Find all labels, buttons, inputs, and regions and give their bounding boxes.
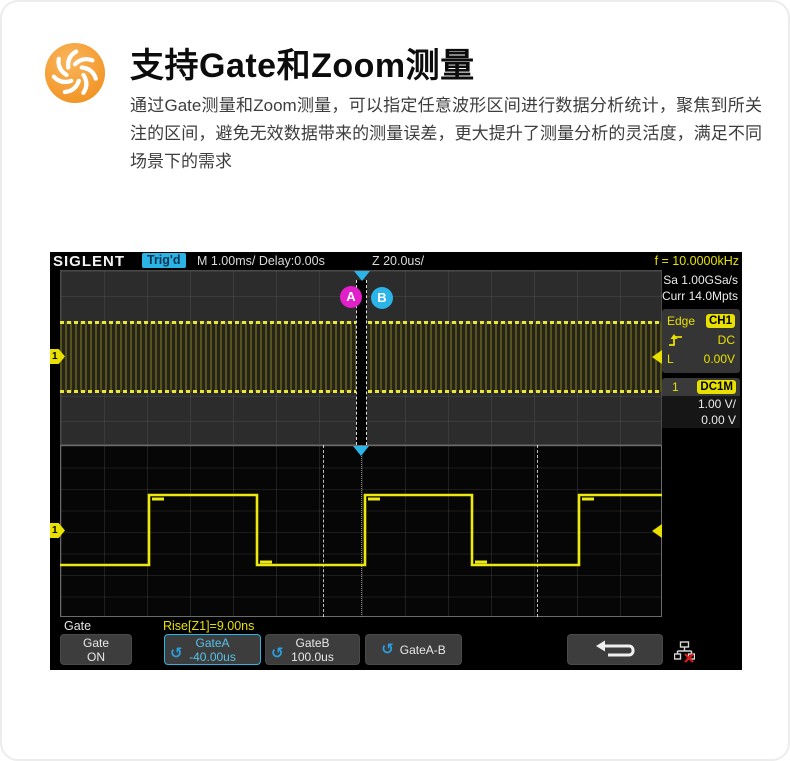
gate-a-marker[interactable]: A [340,286,362,308]
knob-icon: ↺ [170,645,183,662]
softkey-value: ON [87,649,105,664]
return-arrow-icon [596,640,635,656]
softkey-gate-a[interactable]: ↺ GateA -40.00us [164,634,261,665]
softkey-label: GateA-B [399,642,446,657]
trigger-level-arrow-main[interactable] [652,350,662,364]
menu-title: Gate [64,619,92,633]
channel-scale-readout: 1.00 V/ [662,396,740,412]
zoom-region-strip[interactable] [356,280,367,445]
softkey-gate-a-b[interactable]: ↺ GateA-B [365,634,462,665]
channel1-marker-zoom[interactable]: 1 [50,523,65,538]
siglent-logo: SIGLENT [53,253,126,270]
softkey-value: 100.0us [291,649,334,664]
softkey-return[interactable] [567,634,663,665]
zoom-trigger-position-icon [353,446,369,456]
oscilloscope-screen: SIGLENT Trig'd M 1.00ms/ Delay:0.00s Z 2… [50,252,742,670]
channel-coupling-badge: DC1M [697,380,736,394]
knob-icon: ↺ [381,640,394,658]
softkey-label: Gate [82,635,109,650]
softkey-label: GateB [295,635,330,650]
timebase-readout: M 1.00ms/ Delay:0.00s [197,254,325,268]
softkey-gate-on[interactable]: Gate ON [60,634,132,665]
channel1-marker-main[interactable]: 1 [50,349,65,364]
trigger-level-value: 0.00V [703,351,735,366]
zoom-square-wave [60,493,662,567]
sample-rate-readout: Sa 1.00GSa/s [663,273,738,287]
softkey-label: GateA [195,635,230,650]
channel-offset-readout: 0.00 V [662,412,740,428]
gate-cursor-left[interactable] [323,445,324,617]
gate-b-marker[interactable]: B [371,287,393,309]
trigger-status-badge: Trig'd [142,253,186,268]
page-title: 支持Gate和Zoom测量 [130,47,475,85]
page-description: 通过Gate测量和Zoom测量，可以指定任意波形区间进行数据分析统计，聚焦到所关… [130,96,762,171]
zoom-timebase-readout: Z 20.0us/ [372,254,425,268]
memory-depth-readout: Curr 14.0Mpts [661,289,738,303]
softkey-value: -40.00us [189,649,236,664]
trigger-level-label: L [667,351,674,366]
rise-measurement-readout: Rise[Z1]=9.00ns [163,619,255,633]
lan-status-icon [674,641,695,663]
trigger-center-dotted-line [361,445,362,617]
trigger-level-arrow-zoom[interactable] [652,524,662,538]
trigger-type-label: Edge [667,313,696,328]
trigger-info-panel[interactable]: Edge CH1 DC L 0.00V [662,309,740,373]
trigger-coupling-label: DC [717,332,735,347]
channel1-info-panel[interactable]: 1 DC1M 1.00 V/ 0.00 V [662,378,740,428]
channel-number-label: 1 [672,380,679,394]
softkey-gate-b[interactable]: ↺ GateB 100.0us [265,634,360,665]
trigger-source-badge: CH1 [705,313,735,328]
frequency-counter: f = 10.0000kHz [654,254,739,268]
gate-cursor-right[interactable] [537,445,538,617]
trigger-position-icon[interactable] [354,271,370,281]
rising-edge-icon [669,333,682,346]
swirl-icon [44,42,106,104]
knob-icon: ↺ [271,645,284,662]
